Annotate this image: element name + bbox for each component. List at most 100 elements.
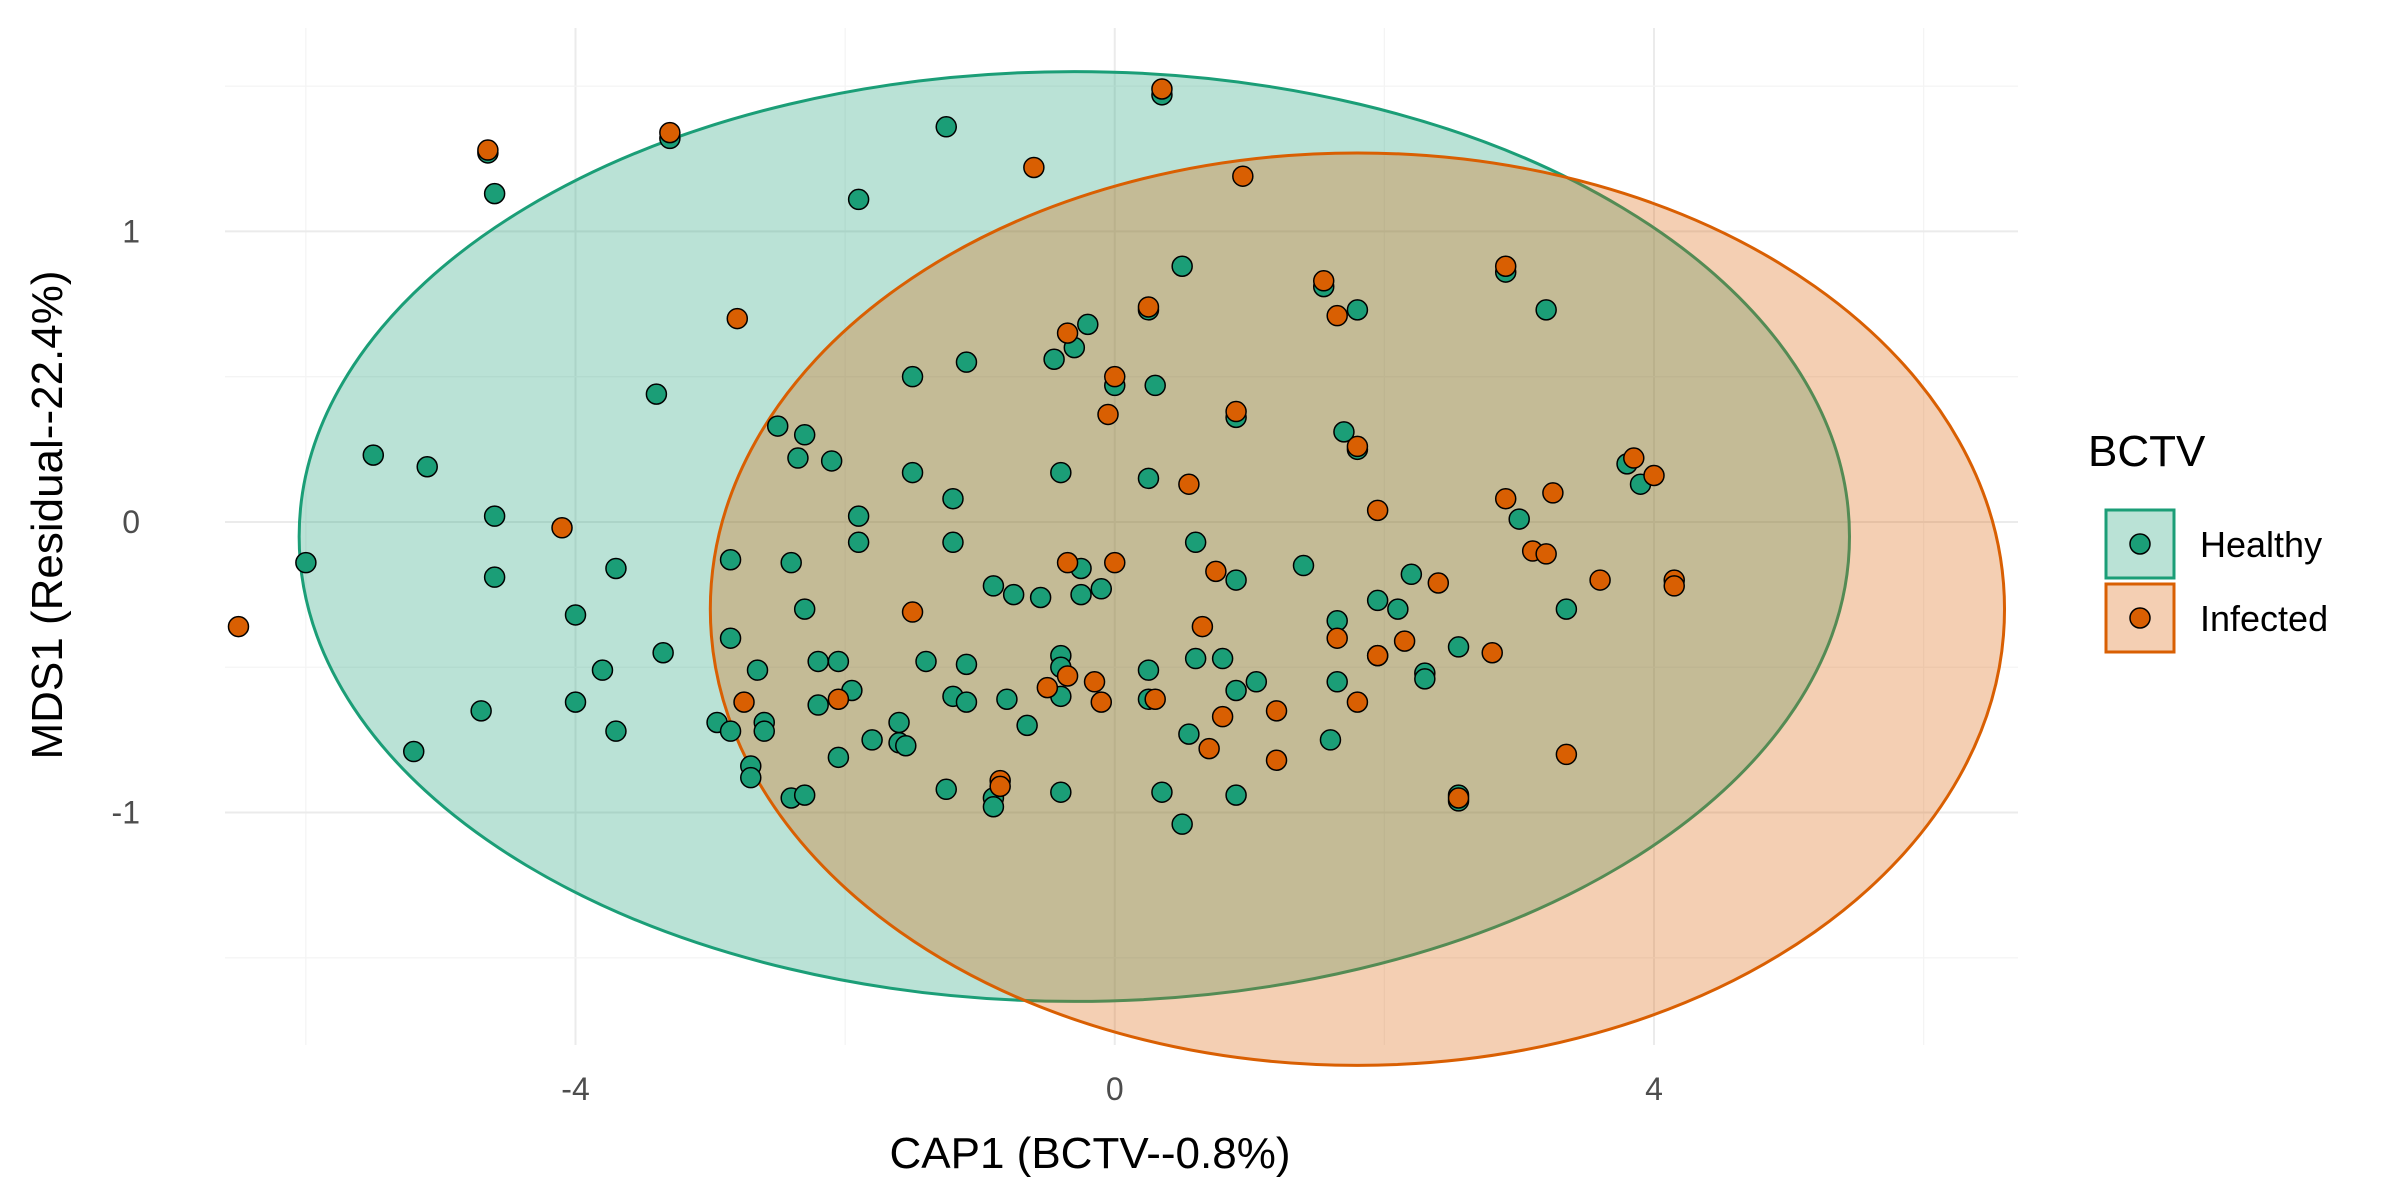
x-tick-label: 0 (1106, 1071, 1124, 1107)
point-healthy (1333, 421, 1355, 443)
data-points (227, 78, 1685, 835)
point-healthy (1137, 467, 1160, 490)
point-infected (551, 517, 573, 539)
point-healthy (1050, 781, 1072, 803)
point-healthy (793, 784, 816, 806)
point-healthy (1171, 255, 1193, 278)
point-healthy (847, 188, 870, 211)
y-axis-ticks: -1 0 1 (112, 213, 140, 830)
point-infected (659, 121, 681, 144)
point-infected (1346, 691, 1369, 713)
point-healthy (605, 720, 627, 742)
point-infected (1494, 255, 1517, 278)
point-healthy (955, 691, 978, 713)
point-healthy (1292, 554, 1315, 577)
legend-marker-infected (2129, 607, 2151, 629)
point-healthy (847, 531, 870, 554)
point-healthy (483, 182, 506, 205)
point-infected (1104, 551, 1126, 574)
point-healthy (1211, 647, 1234, 670)
point-infected (1494, 487, 1517, 510)
point-infected (1205, 560, 1227, 583)
point-healthy (996, 688, 1018, 710)
point-healthy (1184, 647, 1207, 670)
point-infected (1326, 627, 1348, 649)
point-healthy (402, 740, 425, 763)
point-infected (1178, 473, 1200, 495)
point-healthy (652, 641, 674, 664)
point-healthy (1171, 813, 1193, 835)
point-healthy (1366, 589, 1389, 612)
point-healthy (1387, 598, 1409, 620)
point-healthy (982, 795, 1005, 818)
y-tick-label: 1 (122, 213, 140, 249)
point-healthy (955, 351, 978, 373)
point-infected (1447, 787, 1470, 809)
point-healthy (1225, 569, 1247, 591)
point-healthy (820, 450, 843, 472)
point-infected (1083, 671, 1106, 693)
point-infected (726, 307, 749, 330)
point-healthy (645, 383, 668, 405)
x-tick-label: -4 (561, 1071, 589, 1107)
point-healthy (1144, 374, 1166, 397)
point-infected (1312, 270, 1335, 292)
point-healthy (1319, 729, 1342, 751)
point-infected (1144, 688, 1166, 710)
point-infected (1036, 676, 1059, 699)
x-axis-ticks: -4 0 4 (561, 1071, 1663, 1107)
point-infected (227, 615, 250, 638)
point-infected (1393, 630, 1416, 652)
point-infected (1211, 705, 1234, 728)
point-healthy (1178, 723, 1200, 745)
point-infected (1427, 572, 1450, 594)
point-healthy (719, 720, 742, 742)
point-healthy (793, 424, 816, 446)
point-healthy (753, 720, 775, 742)
point-healthy (1225, 784, 1247, 806)
point-healthy (740, 766, 762, 789)
point-healthy (766, 415, 789, 437)
point-infected (1265, 700, 1288, 722)
point-infected (1151, 78, 1173, 100)
point-healthy (564, 604, 587, 626)
point-infected (1137, 296, 1160, 318)
point-healthy (1077, 313, 1099, 336)
legend-marker-healthy (2129, 533, 2151, 555)
point-healthy (935, 116, 957, 138)
point-healthy (1346, 299, 1369, 321)
legend-title: BCTV (2088, 427, 2206, 476)
point-healthy (982, 575, 1005, 597)
point-infected (1326, 304, 1348, 327)
point-healthy (1002, 583, 1025, 606)
point-infected (1623, 447, 1645, 469)
point-healthy (1326, 671, 1348, 693)
point-infected (1265, 749, 1288, 771)
point-healthy (746, 659, 769, 681)
point-healthy (416, 456, 438, 478)
point-infected (1191, 615, 1214, 638)
point-infected (901, 601, 924, 623)
point-healthy (1555, 598, 1578, 620)
point-healthy (719, 627, 742, 649)
point-infected (1056, 322, 1079, 344)
point-infected (477, 139, 499, 161)
point-healthy (295, 551, 317, 574)
point-healthy (901, 365, 924, 388)
point-healthy (1508, 508, 1530, 530)
point-healthy (942, 531, 964, 554)
point-infected (827, 688, 850, 710)
point-infected (1366, 499, 1389, 522)
point-infected (1104, 365, 1126, 388)
point-healthy (719, 548, 742, 571)
point-infected (733, 691, 755, 713)
point-healthy (955, 653, 978, 676)
point-healthy (1090, 578, 1113, 600)
point-infected (1056, 551, 1079, 574)
point-healthy (1535, 299, 1557, 321)
legend-key-infected (2104, 582, 2176, 654)
point-infected (1589, 569, 1611, 591)
point-infected (1090, 691, 1113, 713)
point-healthy (1137, 659, 1160, 681)
y-axis-title: MDS1 (Residual--22.4%) (23, 270, 72, 759)
